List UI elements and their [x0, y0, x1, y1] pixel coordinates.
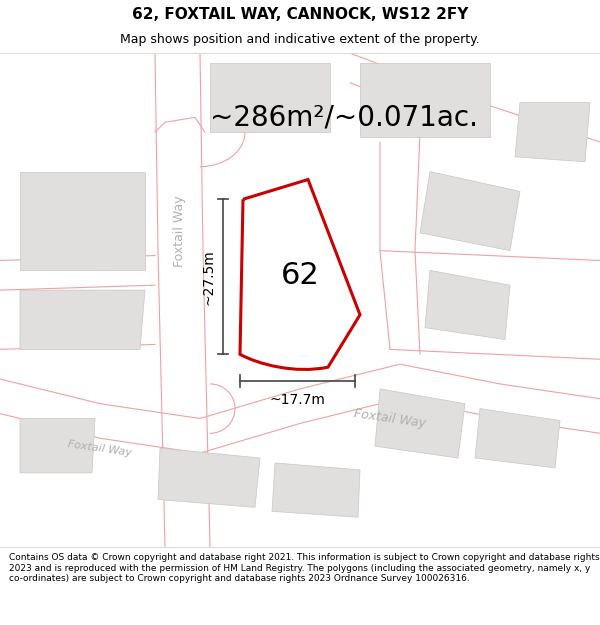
Text: ~27.5m: ~27.5m — [201, 249, 215, 304]
Text: Foxtail Way: Foxtail Way — [67, 439, 133, 458]
Text: 62: 62 — [281, 261, 319, 290]
Polygon shape — [515, 102, 590, 162]
Text: 62, FOXTAIL WAY, CANNOCK, WS12 2FY: 62, FOXTAIL WAY, CANNOCK, WS12 2FY — [132, 8, 468, 22]
Text: Foxtail Way: Foxtail Way — [353, 407, 427, 430]
Polygon shape — [240, 179, 360, 367]
Polygon shape — [272, 463, 360, 518]
Text: ~17.7m: ~17.7m — [269, 393, 325, 407]
Polygon shape — [20, 419, 95, 472]
Polygon shape — [20, 172, 145, 271]
Text: ~286m²/~0.071ac.: ~286m²/~0.071ac. — [210, 103, 478, 131]
Polygon shape — [20, 290, 145, 349]
Polygon shape — [375, 389, 465, 458]
Polygon shape — [420, 172, 520, 251]
Polygon shape — [210, 63, 330, 132]
Text: Map shows position and indicative extent of the property.: Map shows position and indicative extent… — [120, 33, 480, 46]
PathPatch shape — [240, 179, 360, 369]
Polygon shape — [475, 409, 560, 468]
Polygon shape — [425, 271, 510, 339]
Text: Foxtail Way: Foxtail Way — [173, 195, 187, 267]
Polygon shape — [248, 203, 315, 312]
Polygon shape — [360, 63, 490, 137]
Polygon shape — [158, 448, 260, 508]
Text: Contains OS data © Crown copyright and database right 2021. This information is : Contains OS data © Crown copyright and d… — [9, 553, 599, 583]
